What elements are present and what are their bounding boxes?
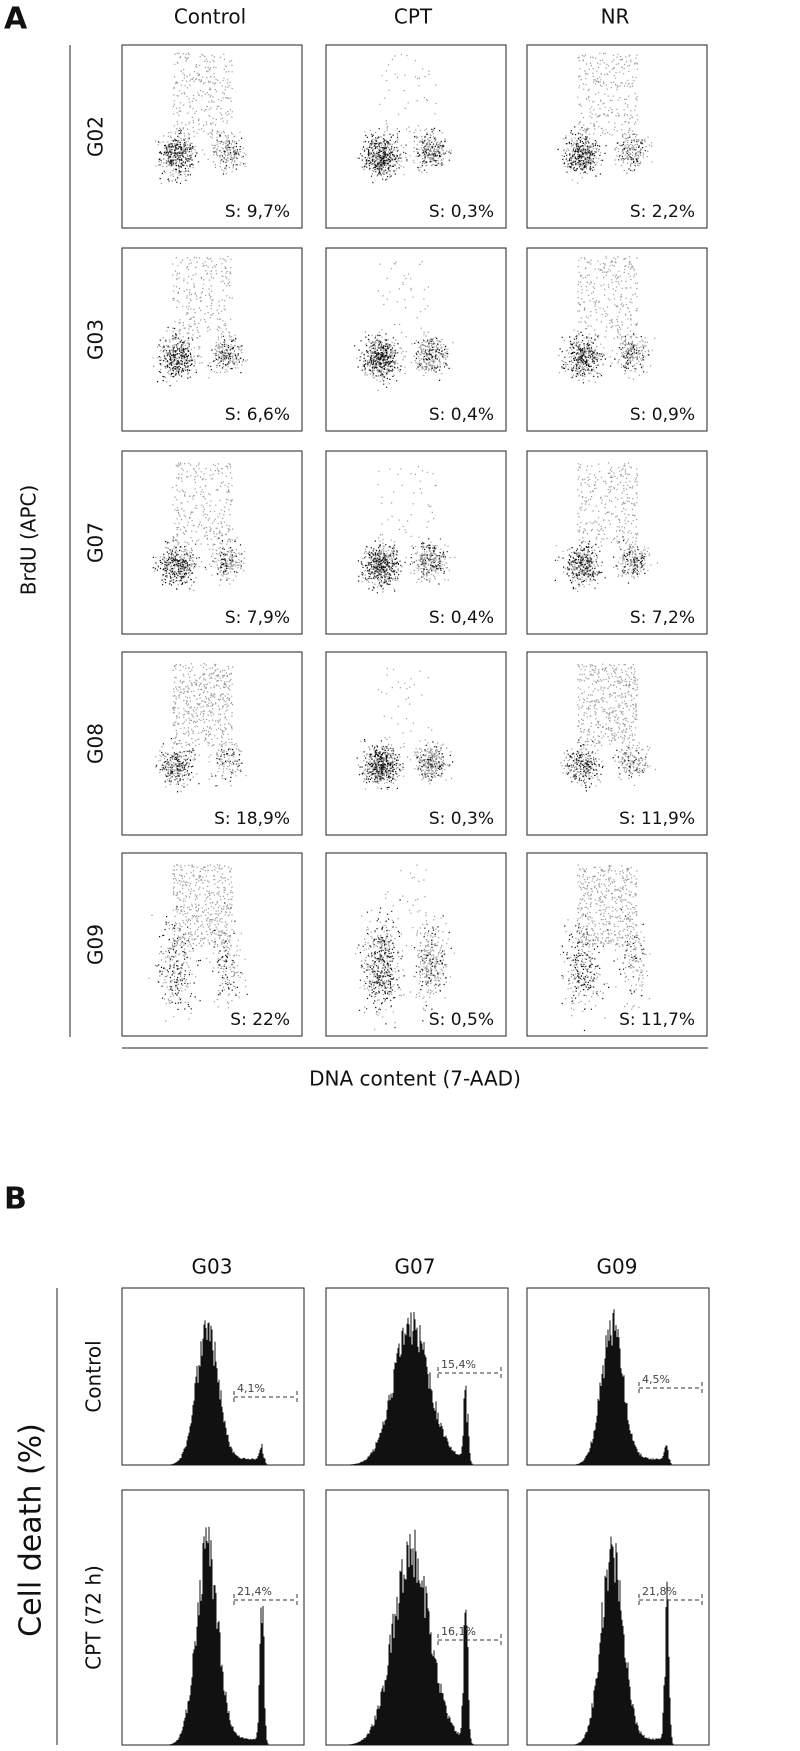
- column-header: CPT: [394, 5, 433, 29]
- gate: [638, 1594, 703, 1606]
- histogram: [169, 1320, 268, 1465]
- s-phase-label: S: 9,7%: [225, 202, 290, 222]
- gate: [437, 1367, 502, 1379]
- dot-cloud: [358, 899, 452, 1029]
- dot-cloud: [554, 536, 646, 590]
- s-phase-label: S: 0,9%: [630, 405, 695, 425]
- dot-cloud: [561, 52, 653, 184]
- dot-cloud: [157, 129, 245, 184]
- histogram: [350, 1312, 474, 1465]
- plot-frame: [121, 651, 303, 836]
- histogram: [169, 1526, 269, 1745]
- column-header: G07: [395, 1255, 436, 1279]
- column-header: G09: [597, 1255, 638, 1279]
- x-axis-label: DNA content (7-AAD): [309, 1067, 521, 1091]
- dot-cloud: [148, 864, 247, 1022]
- plot-frame: [526, 450, 708, 635]
- plot-frame: [121, 852, 303, 1037]
- dot-cloud: [560, 663, 656, 788]
- dot-cloud: [354, 333, 450, 388]
- plot-frame: [526, 44, 708, 229]
- y-axis-label: Cell death (%): [14, 1423, 49, 1637]
- s-phase-label: S: 22%: [230, 1010, 290, 1030]
- gate-label: 16,1%: [441, 1625, 476, 1638]
- s-phase-label: S: 0,5%: [429, 1010, 494, 1030]
- dot-cloud: [558, 255, 656, 383]
- gate-label: 21,4%: [237, 1585, 272, 1598]
- plot-frame: [121, 247, 303, 432]
- s-phase-label: S: 18,9%: [214, 809, 290, 829]
- gate: [437, 1634, 502, 1646]
- dot-cloud: [559, 864, 651, 1019]
- row-label: G08: [84, 723, 108, 764]
- s-phase-label: S: 7,9%: [225, 608, 290, 628]
- plot-frame: [325, 247, 507, 432]
- column-header: G03: [192, 1255, 233, 1279]
- plot-frame: [121, 450, 303, 635]
- s-phase-label: S: 11,7%: [619, 1010, 695, 1030]
- gate: [233, 1594, 298, 1606]
- s-phase-label: S: 6,6%: [225, 405, 290, 425]
- histogram: [348, 1529, 475, 1745]
- s-phase-label: S: 11,9%: [619, 809, 695, 829]
- panel-label: A: [4, 2, 28, 37]
- panel-label: B: [4, 1182, 27, 1217]
- plot-frame: [325, 450, 507, 635]
- dot-cloud: [555, 462, 659, 592]
- row-label: G03: [84, 319, 108, 360]
- dot-cloud: [358, 127, 452, 184]
- s-phase-label: S: 0,3%: [429, 809, 494, 829]
- row-label: Control: [82, 1340, 106, 1412]
- dot-cloud: [157, 326, 245, 387]
- s-phase-label: S: 0,3%: [429, 202, 494, 222]
- gate: [638, 1382, 703, 1394]
- plot-frame: [325, 651, 507, 836]
- plot-frame: [325, 852, 507, 1037]
- gate-label: 15,4%: [441, 1358, 476, 1371]
- histogram: [575, 1309, 673, 1465]
- histogram: [573, 1536, 674, 1745]
- dot-cloud: [356, 739, 454, 790]
- gate-label: 4,1%: [237, 1382, 265, 1395]
- plot-frame: [121, 44, 303, 229]
- plot-frame: [526, 651, 708, 836]
- dot-cloud: [557, 126, 646, 177]
- row-label: G07: [84, 522, 108, 563]
- s-phase-label: S: 7,2%: [630, 608, 695, 628]
- gate: [233, 1391, 298, 1403]
- s-phase-label: S: 2,2%: [630, 202, 695, 222]
- row-label: G09: [84, 924, 108, 965]
- y-axis-label: BrdU (APC): [17, 485, 41, 596]
- gate-label: 21,8%: [642, 1585, 677, 1598]
- dot-cloud: [152, 537, 243, 590]
- column-header: Control: [174, 5, 246, 29]
- s-phase-label: S: 0,4%: [429, 405, 494, 425]
- column-header: NR: [601, 5, 630, 29]
- row-label: G02: [84, 116, 108, 157]
- row-label: CPT (72 h): [82, 1565, 106, 1670]
- s-phase-label: S: 0,4%: [429, 608, 494, 628]
- gate-label: 4,5%: [642, 1373, 670, 1386]
